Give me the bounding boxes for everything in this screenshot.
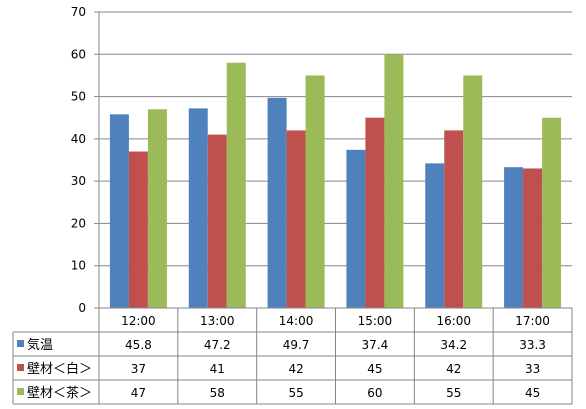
table-cell: 45.8 [125, 338, 152, 352]
data-table: 12:00 13:00 14:00 15:00 16:00 17:00 気温 45.8 47.2… [12, 307, 573, 405]
legend-key-2 [17, 364, 24, 371]
table-cell: 47 [131, 386, 146, 400]
y-tick-label: 20 [71, 216, 86, 230]
table-cell: 34.2 [440, 338, 467, 352]
y-tick-label: 10 [71, 259, 86, 273]
table-cell: 58 [210, 386, 225, 400]
table-cell: 37 [131, 362, 146, 376]
table-cell: 45 [367, 362, 382, 376]
table-cell: 42 [446, 362, 461, 376]
table-cell: 55 [446, 386, 461, 400]
y-tick-label: 50 [71, 90, 86, 104]
table-cell: 55 [288, 386, 303, 400]
series-name-1: 気温 [27, 337, 53, 353]
bar-3-1400 [305, 75, 325, 308]
table-cell: 60 [367, 386, 382, 400]
gridlines [99, 11, 572, 267]
bar-3-1200 [147, 109, 167, 308]
y-tick-label: 0 [78, 301, 86, 315]
bar-1-1200 [109, 114, 129, 309]
series-name-3: 壁材＜茶＞ [27, 385, 92, 401]
x-tick-label: 12:00 [121, 314, 156, 328]
x-tick-label: 16:00 [436, 314, 471, 328]
bar-2-1500 [365, 117, 385, 308]
bar-1-1600 [425, 163, 445, 308]
bar-1-1300 [188, 108, 208, 308]
table-cell: 49.7 [283, 338, 310, 352]
table-cell: 33 [525, 362, 540, 376]
series-name-2: 壁材＜白＞ [27, 361, 92, 377]
bars [109, 54, 562, 309]
bar-1-1700 [504, 167, 524, 308]
table-cell: 42 [288, 362, 303, 376]
y-axis-ticks: 0 10 20 30 40 50 60 70 [71, 5, 100, 315]
y-tick-label: 40 [71, 132, 86, 146]
table-cell: 47.2 [204, 338, 231, 352]
table-cell: 41 [210, 362, 225, 376]
bar-3-1300 [226, 62, 246, 308]
legend-key-1 [17, 340, 24, 347]
bar-2-1300 [207, 134, 227, 308]
table-cell: 37.4 [362, 338, 389, 352]
x-tick-label: 14:00 [279, 314, 314, 328]
bar-3-1700 [542, 117, 562, 308]
y-tick-label: 60 [71, 47, 86, 61]
legend-key-3 [17, 388, 24, 395]
bar-1-1400 [267, 97, 287, 308]
x-tick-label: 15:00 [358, 314, 393, 328]
bar-2-1400 [286, 130, 306, 308]
y-tick-label: 70 [71, 5, 86, 19]
y-tick-label: 30 [71, 174, 86, 188]
bar-2-1700 [523, 168, 543, 308]
bar-2-1200 [128, 151, 148, 308]
x-tick-label: 17:00 [515, 314, 550, 328]
table-cell: 33.3 [519, 338, 546, 352]
bar-1-1500 [346, 149, 366, 308]
table-cell: 45 [525, 386, 540, 400]
x-tick-label: 13:00 [200, 314, 235, 328]
bar-3-1500 [384, 54, 404, 309]
bar-3-1600 [463, 75, 483, 308]
bar-2-1600 [444, 130, 464, 308]
